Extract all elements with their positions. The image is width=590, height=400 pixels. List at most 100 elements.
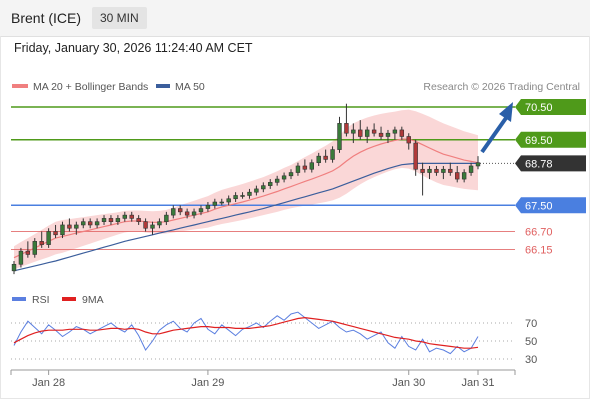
candle-body [191,211,197,216]
candle-body [274,178,280,183]
candle-body [87,221,93,226]
rsi-tick-label: 30 [525,354,537,366]
candle-body [427,168,432,173]
candle-body [150,224,155,229]
candle-body [434,168,439,173]
rsi-line [13,311,479,355]
candle-body [295,165,301,173]
ma20-line [13,138,479,259]
legend-swatch-ma20 [12,84,28,88]
candle-body [240,195,245,197]
candle-body [399,129,405,137]
candle-body [198,208,204,213]
candle-body [309,162,314,170]
candle-body [81,221,86,226]
candle-body [219,201,224,204]
level-tag-67-50 [515,197,586,214]
candle-body [53,231,58,236]
candle-body [351,129,356,134]
candle-body [212,201,218,206]
legend-swatch-rsi [12,297,26,301]
rsi-tick-label: 70 [525,318,537,330]
level-tag-69-50 [515,131,586,148]
legend-label-rsi: RSI [32,294,50,306]
x-tick-label: Jan 28 [32,377,65,389]
x-tick-label: Jan 30 [392,377,425,389]
candle-body [108,218,114,222]
candle-body [25,250,31,255]
bollinger-band [14,109,478,270]
candle-body [226,198,231,203]
candle-body [461,172,467,180]
candle-body [330,149,335,160]
datetime-label: Friday, January 30, 2026 11:24:40 AM CET [14,41,253,55]
credit-label: Research © 2026 Trading Central [423,81,580,93]
candle-body [406,136,411,144]
candle-body [164,214,169,222]
candle-body [455,172,460,180]
candle-body [101,218,107,222]
candle-body [281,175,287,180]
candle-body [74,224,79,229]
candle-body [205,204,211,209]
legend-label-ma50: MA 50 [175,81,205,93]
candle-body [67,224,72,229]
legend-label-9ma: 9MA [82,294,104,306]
candle-body [385,132,391,137]
candle-body [441,168,446,173]
candle-body [129,214,134,219]
candle-body [302,165,308,170]
candle-body [468,165,474,173]
x-tick-label: Jan 29 [191,377,224,389]
candle-body [364,129,370,137]
timeframe-button[interactable]: 30 MIN [92,7,147,29]
candle-body [420,168,425,173]
candle-body [344,123,349,134]
candle-body [94,221,100,226]
candle-body [448,168,453,173]
candle-body [261,185,266,190]
candle-body [323,155,328,160]
level-label-66-70: 66.70 [525,227,553,239]
level-label-66-15: 66.15 [525,245,553,257]
candle-body [32,241,37,255]
candle-body [371,129,377,134]
forecast-arrow-shaft [480,116,508,154]
forecast-arrow-head [499,102,513,122]
candle-body [392,129,398,134]
candle-body [475,162,481,167]
instrument-title: Brent (ICE) [11,10,82,26]
candle-body [184,211,190,216]
candle-body [18,250,24,265]
rsi-ma-line [13,316,479,349]
level-label-68-78: 68.78 [525,158,553,170]
level-label-67-50: 67.50 [525,200,553,212]
rsi-tick-label: 50 [525,336,537,348]
level-label-70-50: 70.50 [525,102,553,114]
candle-body [46,231,51,245]
candle-body [122,214,128,219]
level-label-69-50: 69.50 [525,135,553,147]
candle-body [39,241,44,245]
ma50-line [13,162,478,272]
candle-body [157,221,162,226]
candle-body [171,208,176,216]
candle-body [413,142,418,170]
legend-swatch-9ma [62,297,76,301]
candle-body [60,224,65,236]
candle-body [136,218,141,222]
candle-body [247,191,252,196]
candle-body [358,129,363,137]
level-tag-68-78 [515,155,586,172]
candle-body [143,221,148,229]
candle-body [288,172,294,177]
candle-body [254,188,259,193]
candle-body [115,218,121,222]
candle-body [316,155,321,164]
candle-body [233,195,238,200]
candle-body [337,123,342,150]
candle-body [378,132,384,137]
candle-body [178,208,183,213]
candle-body [268,182,273,186]
legend-label-ma20: MA 20 + Bollinger Bands [33,81,148,93]
